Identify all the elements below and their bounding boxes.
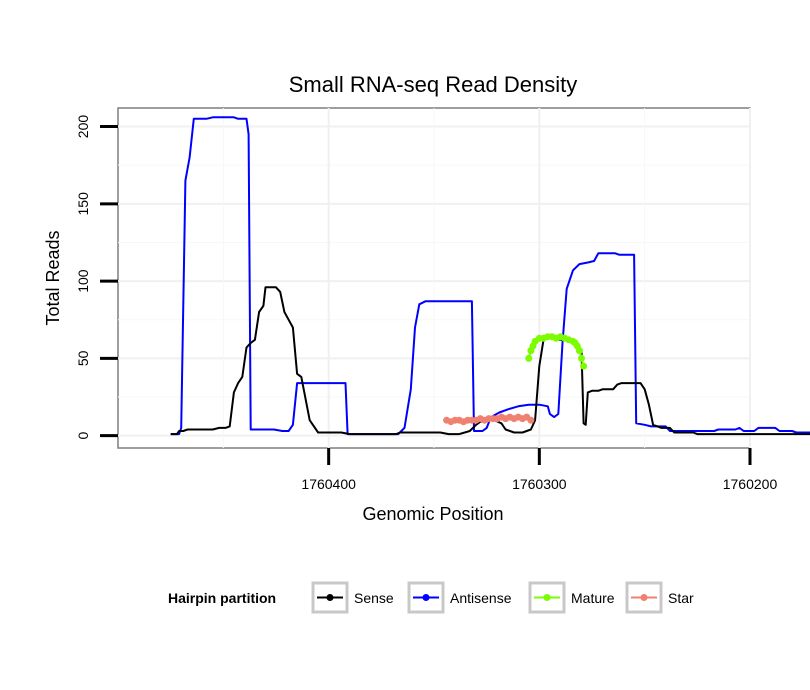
data-point-mature: [578, 354, 585, 362]
y-tick-label: 100: [75, 269, 91, 293]
legend-swatch-dot-sense: [326, 594, 334, 601]
grid-lines: [118, 108, 751, 448]
legend-swatch-dot-antisense: [422, 594, 430, 601]
y-axis-label: Total Reads: [43, 230, 63, 325]
legend-label-mature: Mature: [571, 590, 615, 606]
chart-title: Small RNA-seq Read Density: [289, 72, 578, 97]
y-tick-label: 0: [75, 432, 91, 440]
y-tick-label: 150: [75, 192, 91, 216]
series-line-sense: [170, 286, 810, 436]
legend-swatch-dot-mature: [543, 594, 551, 601]
x-axis-label: Genomic Position: [362, 504, 503, 524]
x-tick-label: 1760300: [512, 476, 567, 492]
plot-area: [117, 107, 810, 449]
y-axis: 0 50 100 150 200: [75, 115, 118, 440]
y-tick-label: 50: [75, 350, 91, 366]
data-point-mature: [580, 362, 588, 370]
legend-label-sense: Sense: [354, 590, 394, 606]
data-point-star: [527, 416, 535, 424]
series-layer: [170, 116, 810, 436]
legend: Hairpin partition Sense Antisense Mature St…: [168, 581, 694, 614]
y-tick-label: 200: [75, 115, 91, 139]
data-point-mature: [525, 354, 533, 362]
legend-label-star: Star: [668, 590, 694, 606]
x-tick-label: 1760200: [723, 476, 778, 492]
data-point-mature: [575, 347, 583, 355]
x-axis: 1760400 1760300 1760200: [301, 448, 777, 492]
legend-title: Hairpin partition: [168, 590, 276, 606]
series-line-antisense: [170, 116, 810, 436]
x-tick-label: 1760400: [301, 476, 356, 492]
legend-swatch-dot-star: [640, 594, 648, 601]
legend-label-antisense: Antisense: [450, 590, 512, 606]
